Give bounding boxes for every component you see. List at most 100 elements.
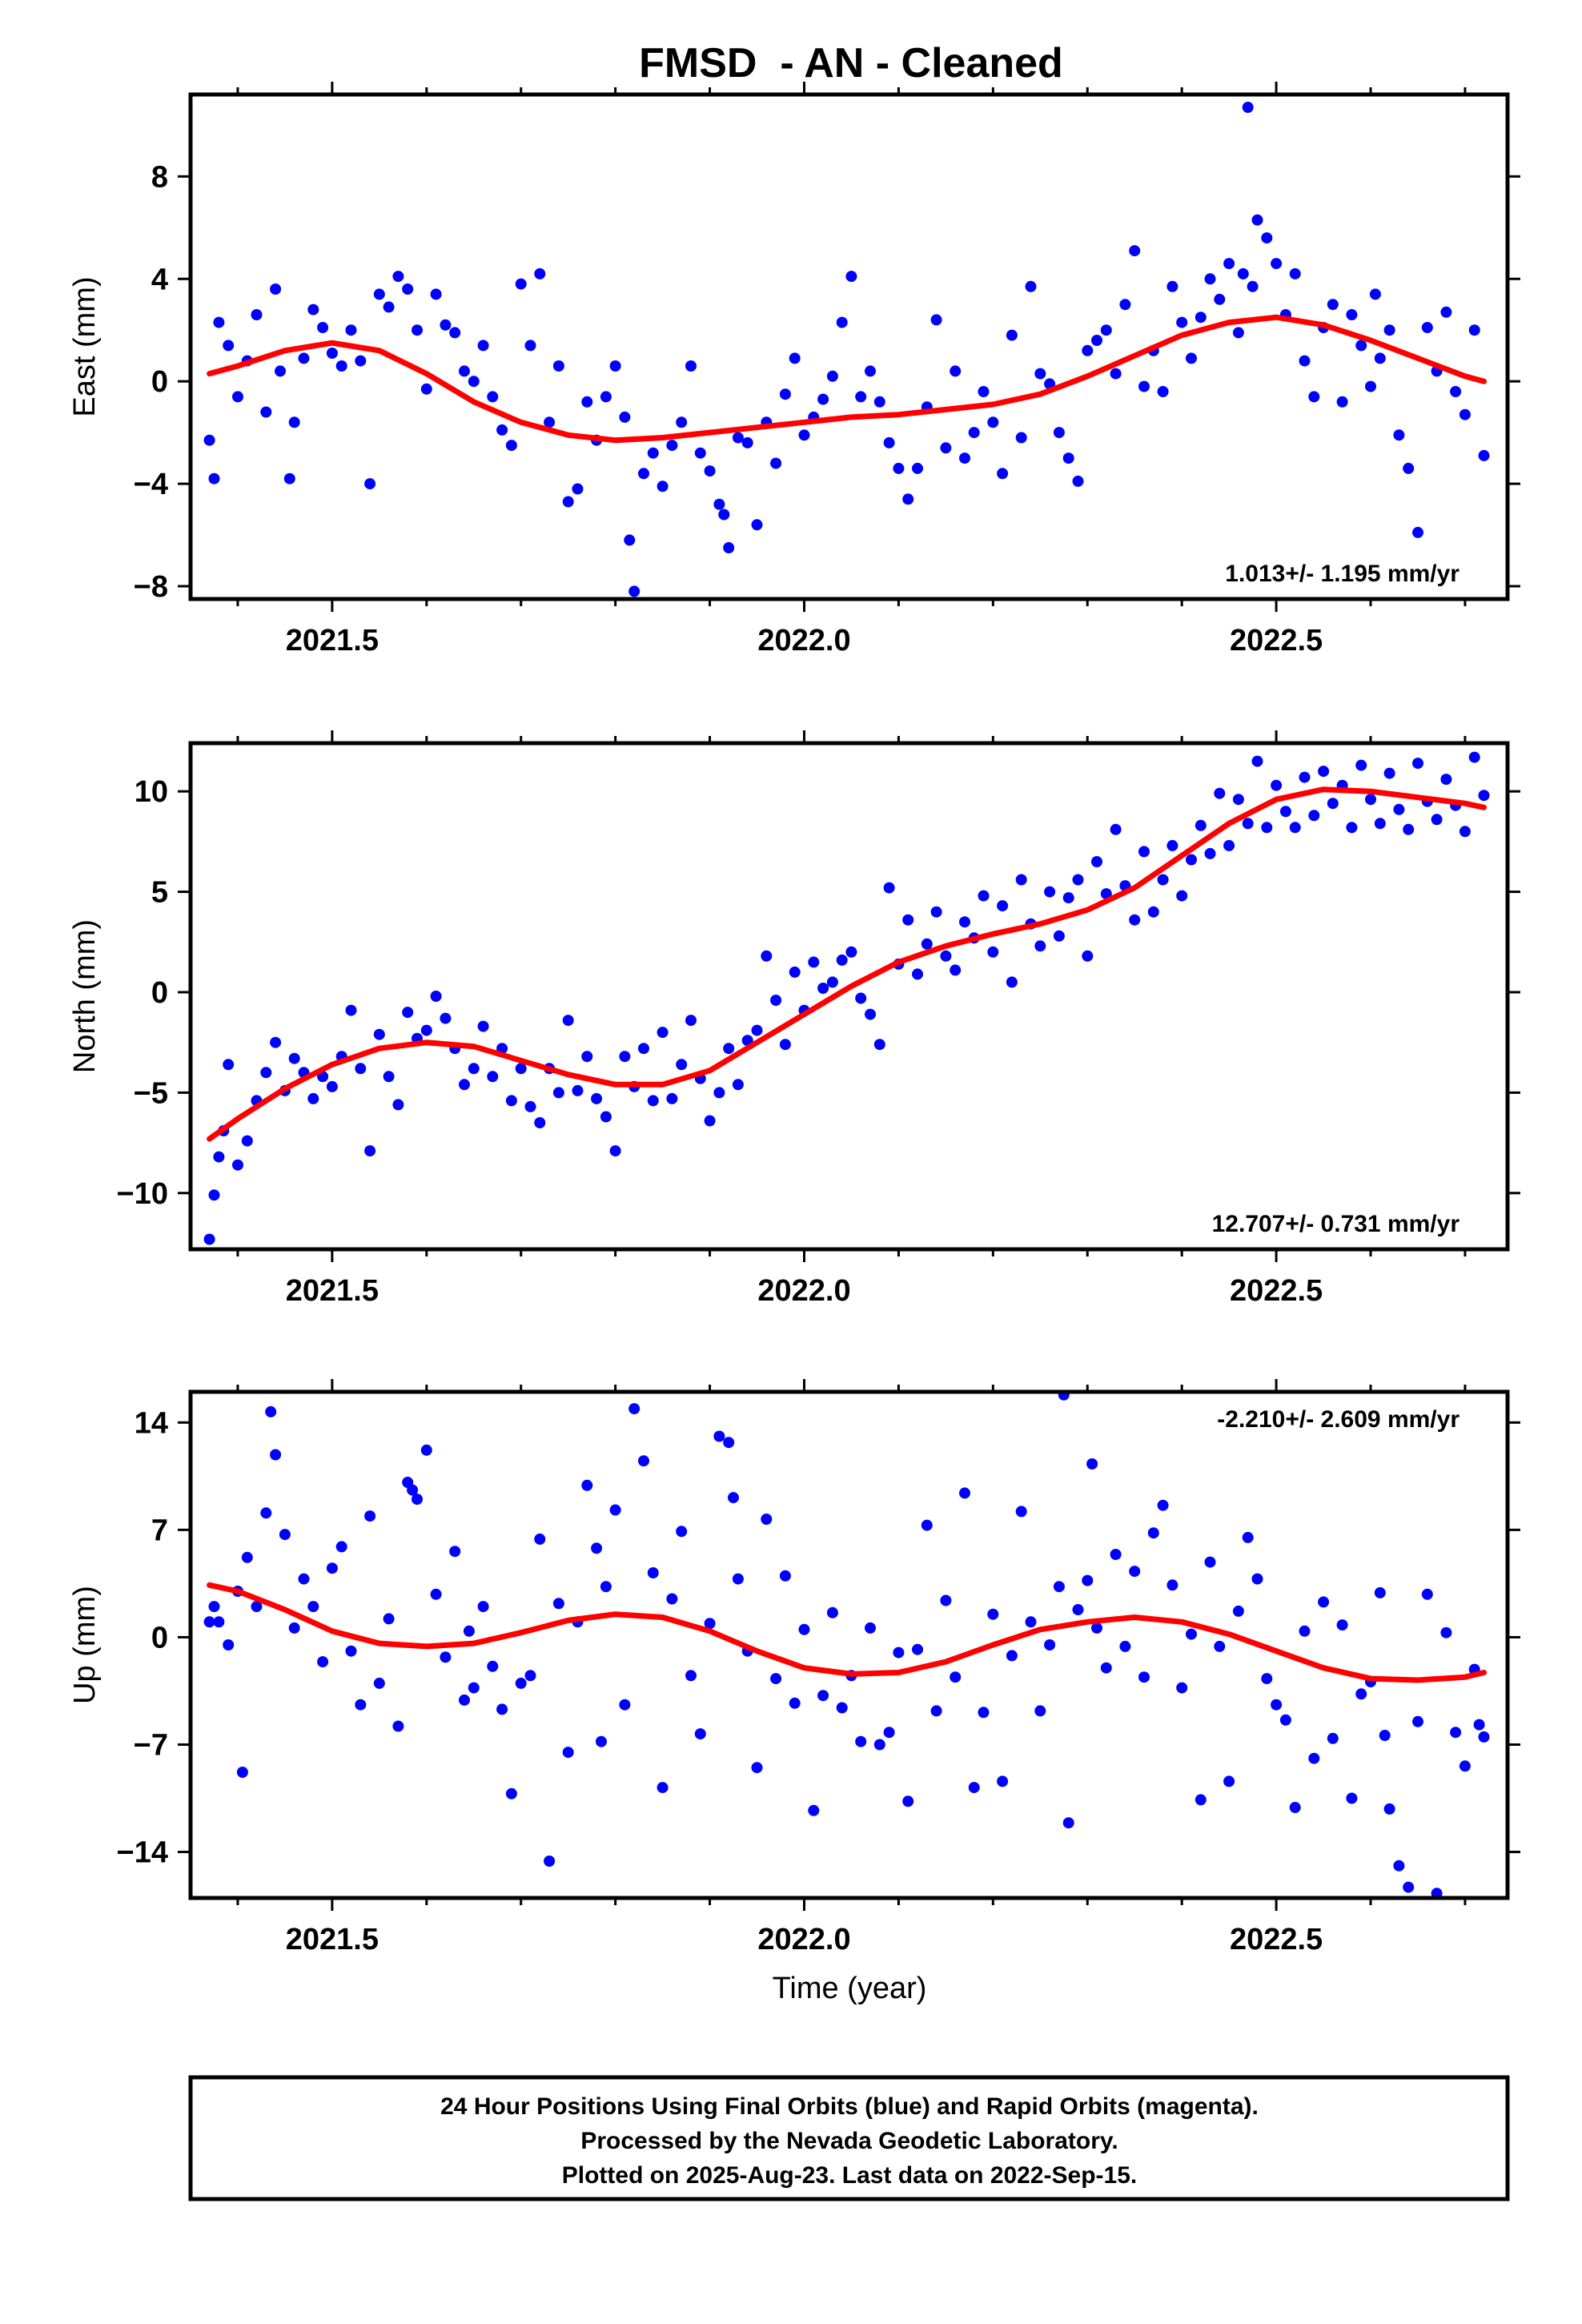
north-data-point xyxy=(203,1233,215,1245)
north-y-tick-label: 10 xyxy=(135,775,168,809)
north-data-point xyxy=(345,1004,357,1016)
up-data-point xyxy=(591,1542,603,1554)
north-data-point xyxy=(978,890,990,902)
north-data-point xyxy=(440,1012,452,1024)
north-data-point xyxy=(609,1145,621,1157)
north-data-point xyxy=(619,1051,631,1063)
up-y-tick-label: −7 xyxy=(134,1728,168,1762)
up-x-tick-label: 2022.0 xyxy=(757,1923,850,1956)
east-data-point xyxy=(1450,386,1462,397)
up-y-tick-label: 0 xyxy=(151,1621,168,1655)
north-data-point xyxy=(1251,755,1263,767)
east-data-point xyxy=(208,472,220,485)
north-data-point xyxy=(383,1071,395,1083)
east-data-point xyxy=(213,316,225,328)
east-data-point xyxy=(718,509,730,521)
up-data-point xyxy=(412,1494,423,1506)
east-data-point xyxy=(883,436,895,448)
up-data-point xyxy=(1147,1527,1159,1539)
north-data-point xyxy=(1318,766,1330,778)
x-axis-label: Time (year) xyxy=(773,1972,927,2005)
up-data-point xyxy=(912,1643,923,1655)
east-data-point xyxy=(873,396,885,408)
east-data-point xyxy=(270,283,282,295)
east-data-point xyxy=(1034,368,1046,380)
north-data-point xyxy=(1072,874,1084,886)
up-data-point xyxy=(544,1856,556,1867)
east-frame xyxy=(188,92,1510,601)
north-data-point xyxy=(940,950,952,962)
up-data-point xyxy=(656,1782,669,1794)
up-data-point xyxy=(449,1546,461,1558)
east-y-tick-label: 0 xyxy=(151,365,168,399)
east-data-point xyxy=(383,301,395,313)
north-data-point xyxy=(902,914,914,926)
north-data-point xyxy=(732,1079,744,1091)
east-data-point xyxy=(420,383,432,395)
up-rate-label: -2.210+/- 2.609 mm/yr xyxy=(1217,1406,1460,1433)
up-data-point xyxy=(987,1608,999,1620)
up-data-point xyxy=(1251,1573,1263,1585)
north-data-point xyxy=(987,946,999,958)
up-data-point xyxy=(1062,1817,1074,1829)
east-data-point xyxy=(987,416,999,428)
north-x-tick-label: 2022.0 xyxy=(757,1274,850,1308)
east-data-point xyxy=(283,472,295,485)
north-data-point xyxy=(1053,930,1065,942)
north-data-point xyxy=(638,1043,649,1055)
up-data-point xyxy=(1308,1752,1320,1764)
east-data-point xyxy=(893,462,905,474)
north-data-point xyxy=(930,906,942,918)
up-data-point xyxy=(288,1622,300,1634)
north-data-point xyxy=(685,1015,697,1027)
up-data-point xyxy=(317,1656,329,1668)
up-data-point xyxy=(1327,1732,1339,1744)
north-data-point xyxy=(997,900,1009,912)
north-data-point xyxy=(1440,774,1452,786)
north-fit-line xyxy=(207,786,1487,1142)
north-data-point xyxy=(836,954,848,966)
north-data-point xyxy=(420,1024,432,1036)
north-data-point xyxy=(562,1015,574,1027)
up-data-point xyxy=(600,1581,612,1593)
up-data-point xyxy=(1450,1727,1462,1739)
east-data-point xyxy=(770,457,782,469)
up-data-point xyxy=(1204,1556,1216,1568)
east-data-point xyxy=(335,360,347,372)
up-data-point xyxy=(1186,1628,1197,1640)
east-data-point xyxy=(232,391,243,403)
north-data-point xyxy=(845,946,857,958)
east-data-point xyxy=(704,465,716,477)
east-data-point xyxy=(1110,368,1122,380)
east-data-point xyxy=(1336,396,1348,408)
east-x-tick-label: 2022.0 xyxy=(757,624,850,657)
north-data-point xyxy=(808,956,820,968)
up-data-point xyxy=(1223,1775,1235,1787)
up-data-point xyxy=(505,1787,517,1799)
north-y-tick-label: −10 xyxy=(117,1177,168,1211)
up-data-point xyxy=(685,1670,697,1682)
east-data-point xyxy=(552,360,564,372)
north-data-point xyxy=(1242,818,1254,830)
up-data-point xyxy=(1157,1499,1169,1511)
up-data-point xyxy=(515,1677,527,1689)
north-data-point xyxy=(430,991,442,1002)
up-data-point xyxy=(1195,1794,1207,1806)
east-data-point xyxy=(723,542,735,553)
up-fit-line xyxy=(207,1582,1487,1683)
up-data-point xyxy=(836,1702,848,1714)
up-data-point xyxy=(335,1541,347,1553)
east-data-point xyxy=(524,340,536,352)
north-points xyxy=(203,751,1490,1245)
east-data-point xyxy=(1091,335,1102,346)
up-data-point xyxy=(279,1529,291,1541)
north-frame xyxy=(188,741,1510,1252)
east-data-point xyxy=(1006,329,1018,341)
east-data-point xyxy=(619,411,631,423)
north-data-point xyxy=(950,964,962,976)
up-data-point xyxy=(477,1601,489,1613)
up-data-point xyxy=(1440,1626,1452,1638)
east-data-point xyxy=(978,386,990,397)
up-data-point xyxy=(893,1647,905,1659)
east-data-point xyxy=(789,352,801,364)
